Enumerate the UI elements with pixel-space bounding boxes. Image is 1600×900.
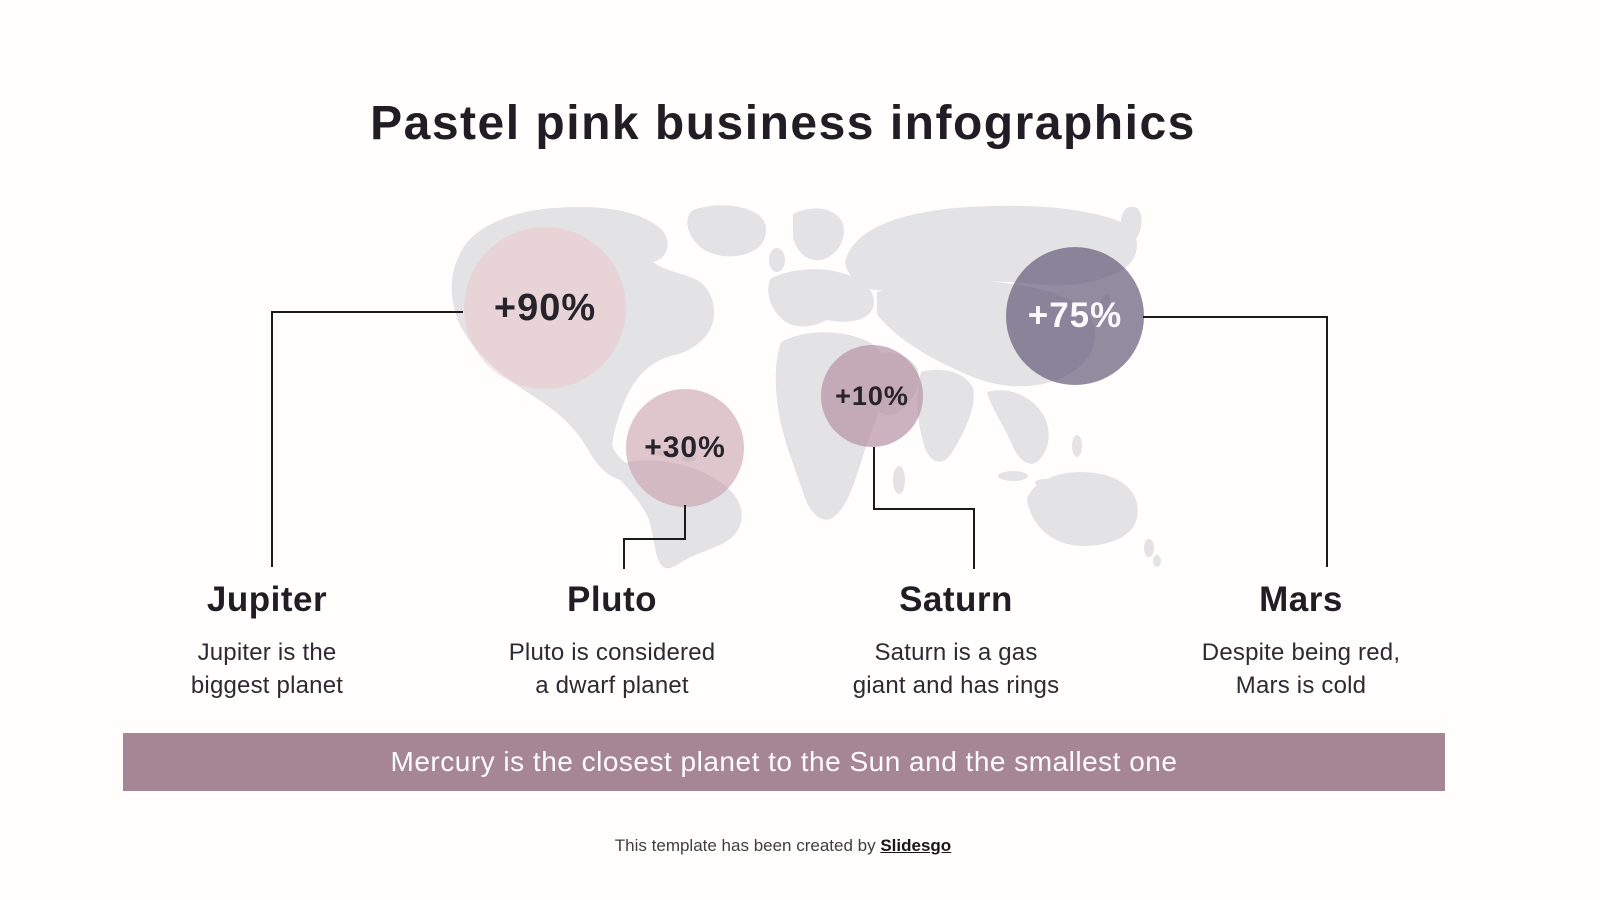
footer-credit: This template has been created by Slides… (615, 836, 951, 856)
slidesgo-link[interactable]: Slidesgo (880, 836, 952, 855)
bubble-pluto-value: +30% (644, 431, 726, 464)
planet-block-mars: Mars Despite being red, Mars is cold (1131, 580, 1471, 702)
info-banner: Mercury is the closest planet to the Sun… (123, 733, 1445, 791)
bubble-mars: +75% (1006, 247, 1144, 385)
map-greenland (687, 205, 767, 257)
map-scandinavia (793, 208, 844, 261)
map-new-zealand-1 (1144, 539, 1154, 557)
map-ne-asia-tip (1120, 206, 1142, 242)
planet-description-line1: Pluto is considered (508, 639, 716, 666)
planet-description-line1: Despite being red, (1201, 639, 1401, 666)
bubble-saturn: +10% (821, 345, 923, 447)
bubble-pluto: +30% (626, 389, 744, 507)
map-philippines (1072, 435, 1082, 457)
planet-name-saturn: Saturn (899, 580, 1013, 619)
connector-mars (1143, 316, 1328, 567)
info-banner-text: Mercury is the closest planet to the Sun… (390, 746, 1178, 777)
map-north-america (451, 207, 715, 481)
planet-name-jupiter: Jupiter (206, 580, 328, 619)
slide-title: Pastel pink business infographics (370, 97, 1196, 150)
planet-description-line2: Mars is cold (1235, 672, 1367, 699)
planet-name-mars: Mars (1259, 580, 1343, 619)
map-uk (769, 248, 785, 272)
planet-description-pluto: Pluto is considered a dwarf planet (442, 636, 782, 702)
planet-description-jupiter: Jupiter is the biggest planet (97, 636, 437, 702)
planet-description-line1: Jupiter is the (197, 639, 337, 666)
planet-block-saturn: Saturn Saturn is a gas giant and has rin… (786, 580, 1126, 702)
footer-credit-text: This template has been created by (614, 836, 881, 855)
map-new-zealand-2 (1153, 555, 1161, 567)
planet-description-line1: Saturn is a gas (874, 639, 1038, 666)
bubble-mars-value: +75% (1027, 296, 1123, 335)
map-india (917, 369, 974, 462)
bubble-jupiter: +90% (464, 227, 626, 389)
map-europe (768, 269, 874, 327)
map-madagascar (893, 466, 905, 494)
planet-description-mars: Despite being red, Mars is cold (1131, 636, 1471, 702)
planet-block-jupiter: Jupiter Jupiter is the biggest planet (97, 580, 437, 702)
map-indochina (987, 390, 1049, 464)
map-indonesia-1 (998, 471, 1028, 481)
planet-name-pluto: Pluto (567, 580, 657, 619)
bubble-jupiter-value: +90% (493, 286, 597, 329)
planet-description-line2: biggest planet (190, 672, 344, 699)
map-australia (1027, 472, 1138, 546)
planet-description-line2: a dwarf planet (535, 672, 689, 699)
bubble-saturn-value: +10% (835, 380, 909, 411)
planet-description-saturn: Saturn is a gas giant and has rings (786, 636, 1126, 702)
planet-block-pluto: Pluto Pluto is considered a dwarf planet (442, 580, 782, 702)
planet-description-line2: giant and has rings (852, 672, 1060, 699)
